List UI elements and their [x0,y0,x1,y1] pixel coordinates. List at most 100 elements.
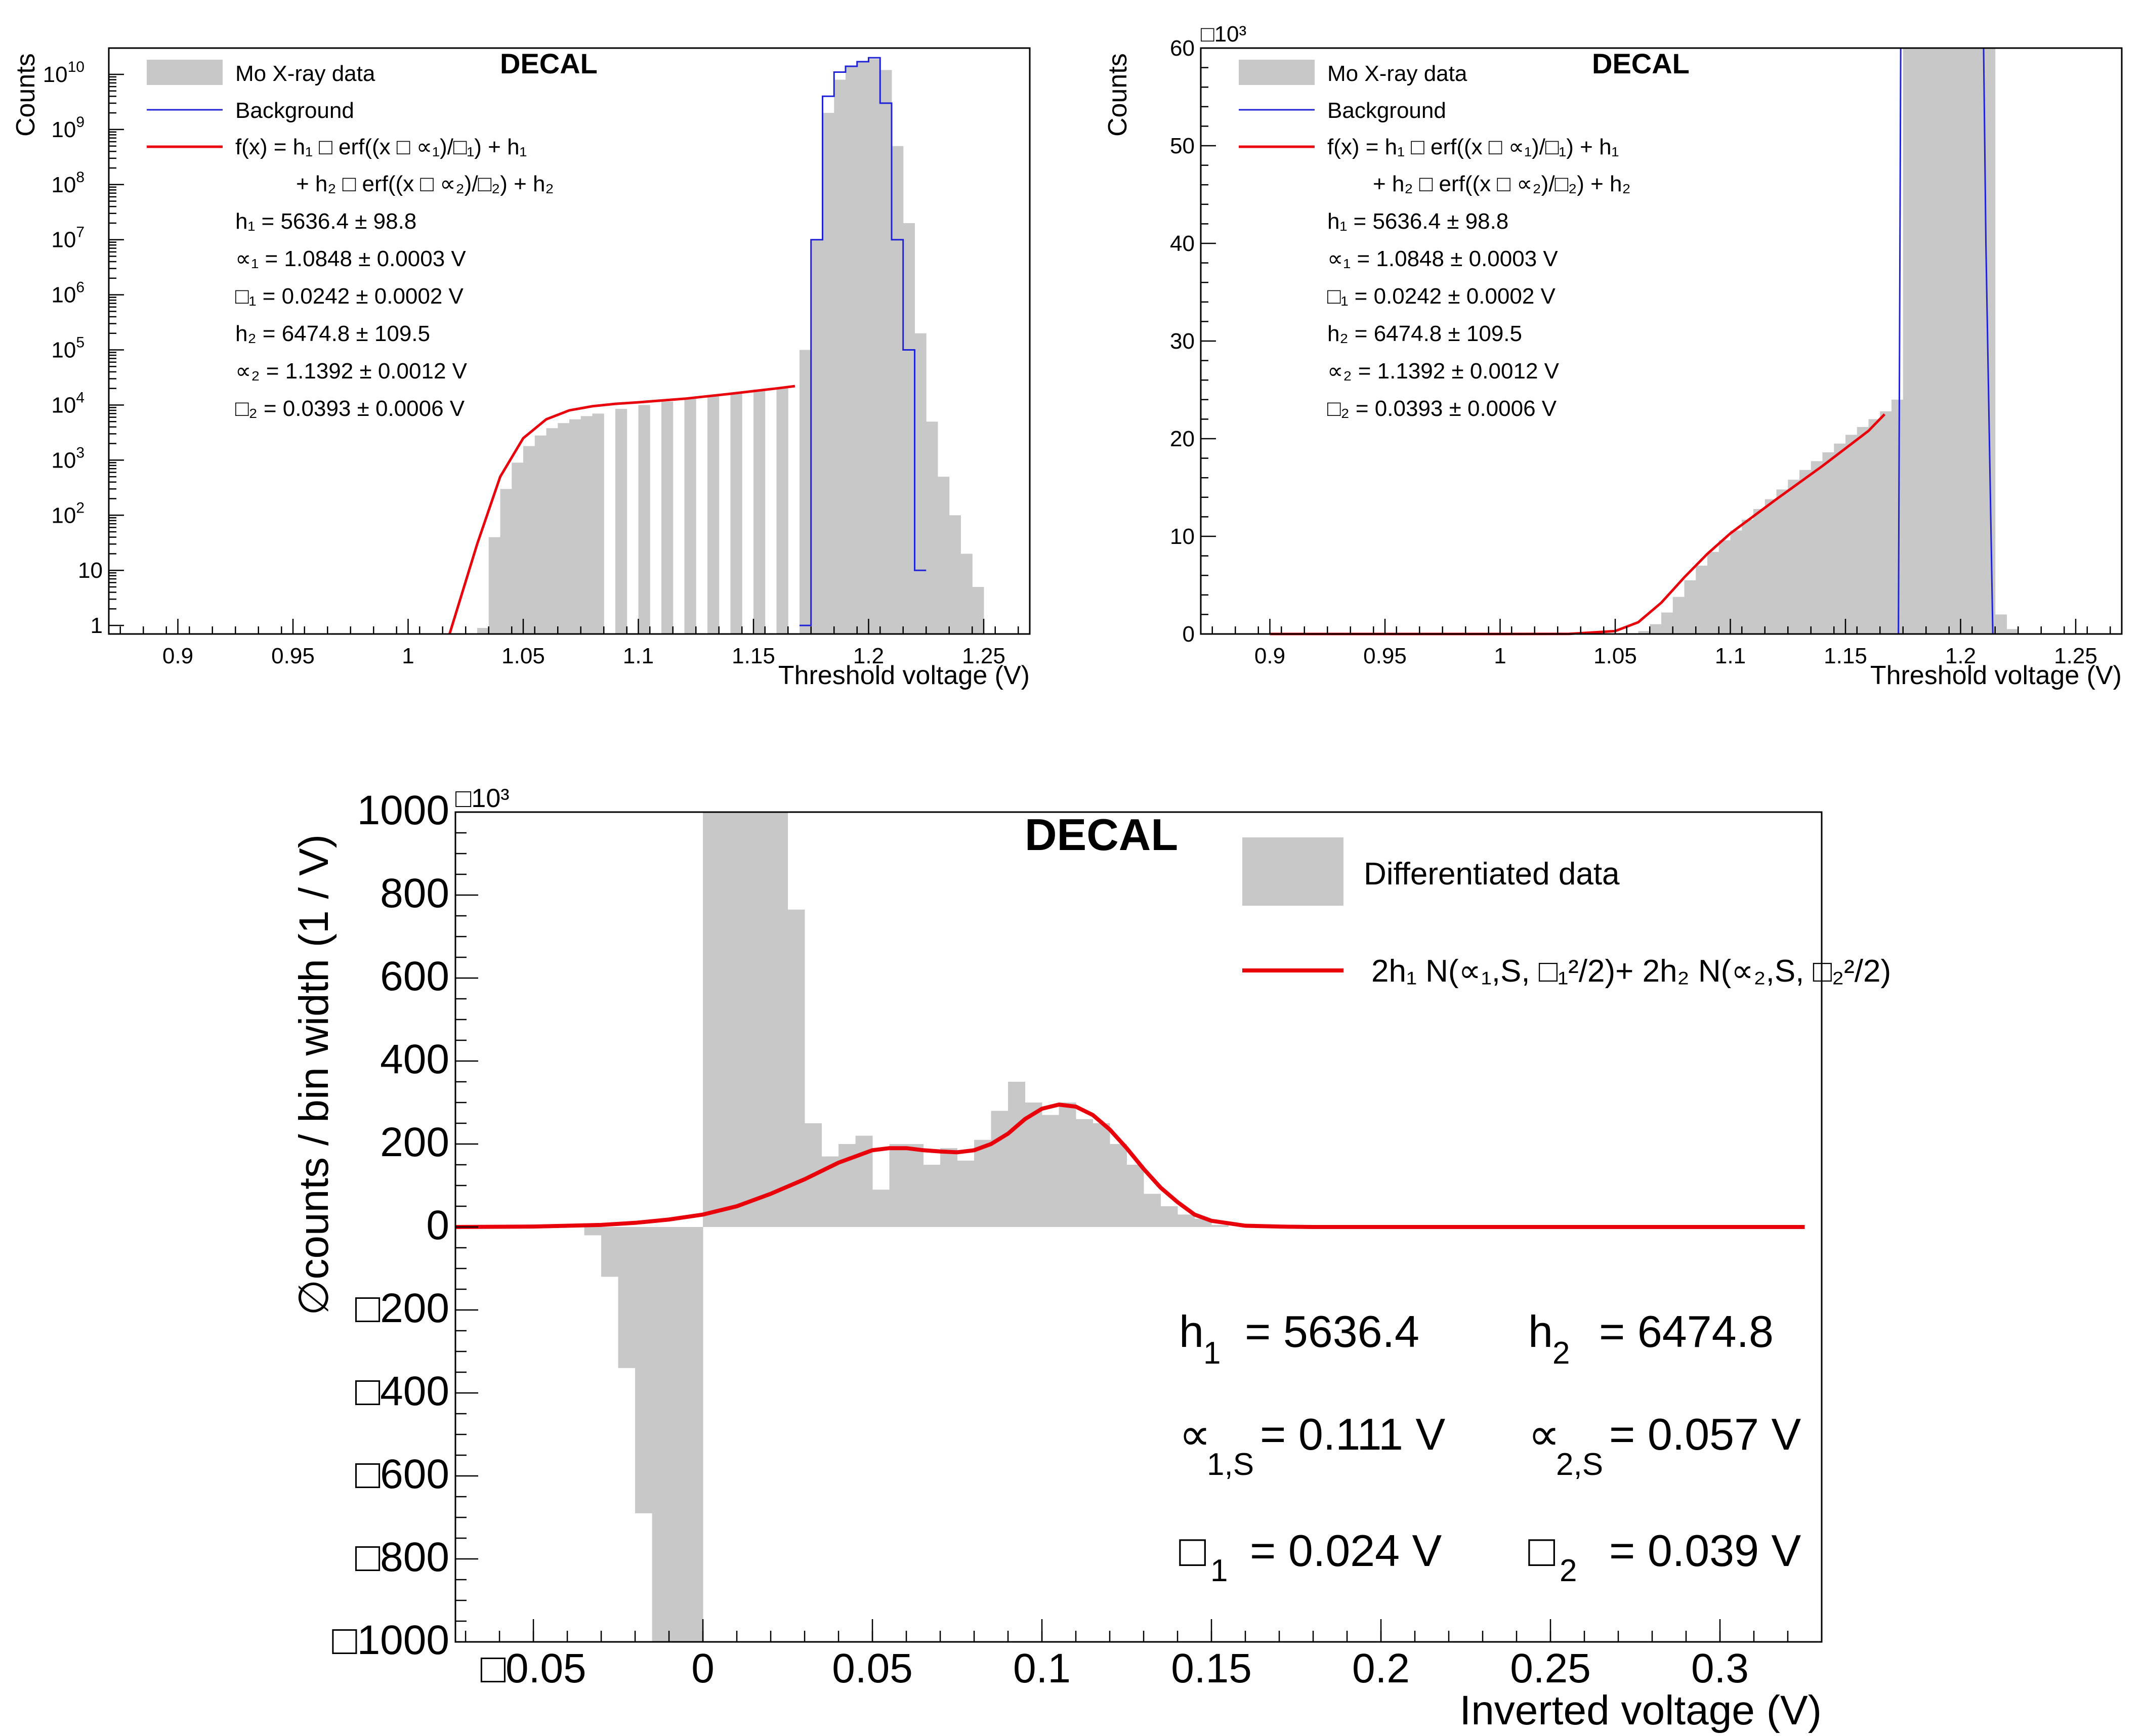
y-axis-ticks: □1000 □800 □600 □400 □200 0 200 400 600 800 1000 [332,787,478,1663]
data-bar [846,66,858,634]
data-bar [1984,48,1996,634]
y-tick-label: 400 [380,1036,449,1082]
x-tick-label: 1 [402,644,414,668]
data-bar [1972,48,1984,634]
y-tick-label: 1000 [357,787,449,833]
data-bar [1822,452,1834,634]
data-bar [776,387,788,634]
data-bar [940,1148,958,1227]
param-sigma2: □₂ = 0.0393 ± 0.0006 V [1327,396,1557,421]
param-sigma2: □ 2 = 0.039 V [1528,1526,1801,1588]
y-tick-label: 40 [1170,231,1195,256]
y-tick-label: 105 [51,334,85,363]
y-tick-label: 200 [380,1119,449,1165]
legend-data-swatch [147,60,223,85]
param-h2: h₂ = 6474.8 ± 109.5 [235,321,430,346]
legend-fit-line1: f(x) = h₁ □ erf((x □ ∝₁)/□₁) + h₁ [1327,135,1619,159]
data-bar [1672,597,1685,634]
svg-text:□: □ [1528,1526,1555,1576]
svg-text:1: 1 [1203,1336,1221,1371]
y-axis-label: Counts [1103,53,1132,137]
x-tick-label: 1.25 [2054,644,2097,668]
panel-differentiated: □0.05 0 0.05 0.1 0.15 0.2 0.25 0.3 □1000□800□60… [291,784,1891,1733]
data-bar [1076,1119,1094,1227]
data-bar [857,61,869,634]
x-tick-label: 0.95 [271,644,315,668]
data-bar [1892,399,1904,634]
data-bar [635,1227,653,1513]
x-tick-label: 0.05 [832,1645,913,1691]
param-mu2: ∝₂ = 1.1392 ± 0.0012 V [1327,359,1560,384]
param-h1: h 1 = 5636.4 [1179,1306,1419,1371]
data-bar [1799,470,1812,634]
legend-data-label: Mo X-ray data [1327,61,1467,86]
data-bar [1684,580,1696,634]
svg-text:1,S: 1,S [1207,1447,1254,1482]
data-bar [1880,411,1892,634]
data-bar [800,350,812,634]
x-tick-label: 1.2 [1945,644,1976,668]
data-bar [787,909,805,1227]
data-bar [1661,612,1673,634]
data-bar [926,421,938,634]
data-bar [1718,540,1731,634]
y-tick-label: □600 [355,1451,449,1497]
svg-text:h: h [1528,1306,1553,1357]
svg-text:= 5636.4: = 5636.4 [1245,1306,1419,1357]
y-tick-label: 10 [1170,524,1195,549]
x-tick-label: 1.15 [732,644,775,668]
svg-text:= 6474.8: = 6474.8 [1599,1306,1774,1357]
svg-text:∝: ∝ [1528,1409,1560,1459]
x-tick-label: 1.15 [1824,644,1867,668]
data-bar [1650,624,1662,634]
y-tick-label: □200 [355,1285,449,1331]
legend-fit-line1: f(x) = h₁ □ erf((x □ ∝₁)/□₁) + h₁ [235,135,527,159]
data-bar [972,586,984,634]
svg-text:= 0.039 V: = 0.039 V [1609,1526,1801,1576]
data-bar [615,409,627,634]
data-bar [974,1139,992,1227]
param-h1: h₁ = 5636.4 ± 98.8 [1327,209,1508,234]
data-bar [1776,489,1788,634]
data-bar [822,113,834,634]
param-mu1: ∝₁ = 1.0848 ± 0.0003 V [235,246,466,271]
svg-text:1: 1 [1210,1553,1228,1588]
x-tick-label: 0 [691,1645,715,1691]
y-tick-label: 50 [1170,134,1195,158]
x-tick-label: 0.9 [162,644,193,668]
data-bar [1211,1224,1229,1227]
fit-curve [448,385,795,634]
svg-text:= 0.111 V: = 0.111 V [1260,1409,1445,1459]
data-bar [906,1144,924,1227]
param-h2: h 2 = 6474.8 [1528,1306,1774,1371]
data-bar [1110,1144,1127,1227]
x-tick-label: 1 [1494,644,1506,668]
y-tick-label: 1010 [43,59,85,87]
x-axis-ticks: 0.9 0.95 1 1.05 1.1 1.15 1.2 1.25 [119,619,1019,668]
data-bar [1160,1206,1178,1227]
data-bar [960,554,973,634]
data-bar [868,59,880,634]
data-bar [592,413,604,634]
data-bar [753,390,766,634]
data-bar [707,395,720,634]
x-tick-label: 0.2 [1352,1645,1410,1691]
y-tick-label: 109 [51,114,85,142]
data-bar [892,146,904,634]
data-bar [1742,520,1754,634]
data-bar [500,489,512,634]
y-multiplier: □10³ [455,784,510,813]
x-tick-label: 0.25 [1510,1645,1591,1691]
data-bar [880,70,892,634]
data-bar [991,1111,1009,1227]
data-bar [1949,48,1961,634]
background-histogram [800,57,927,626]
x-axis-label: Threshold voltage (V) [1870,661,2122,690]
data-bar [1144,1194,1161,1227]
data-bar [686,1227,703,1642]
x-axis-label: Inverted voltage (V) [1459,1687,1822,1733]
data-bar [872,1190,890,1227]
data-bar [1059,1103,1076,1227]
data-bar [914,333,927,634]
data-bar [477,628,489,634]
